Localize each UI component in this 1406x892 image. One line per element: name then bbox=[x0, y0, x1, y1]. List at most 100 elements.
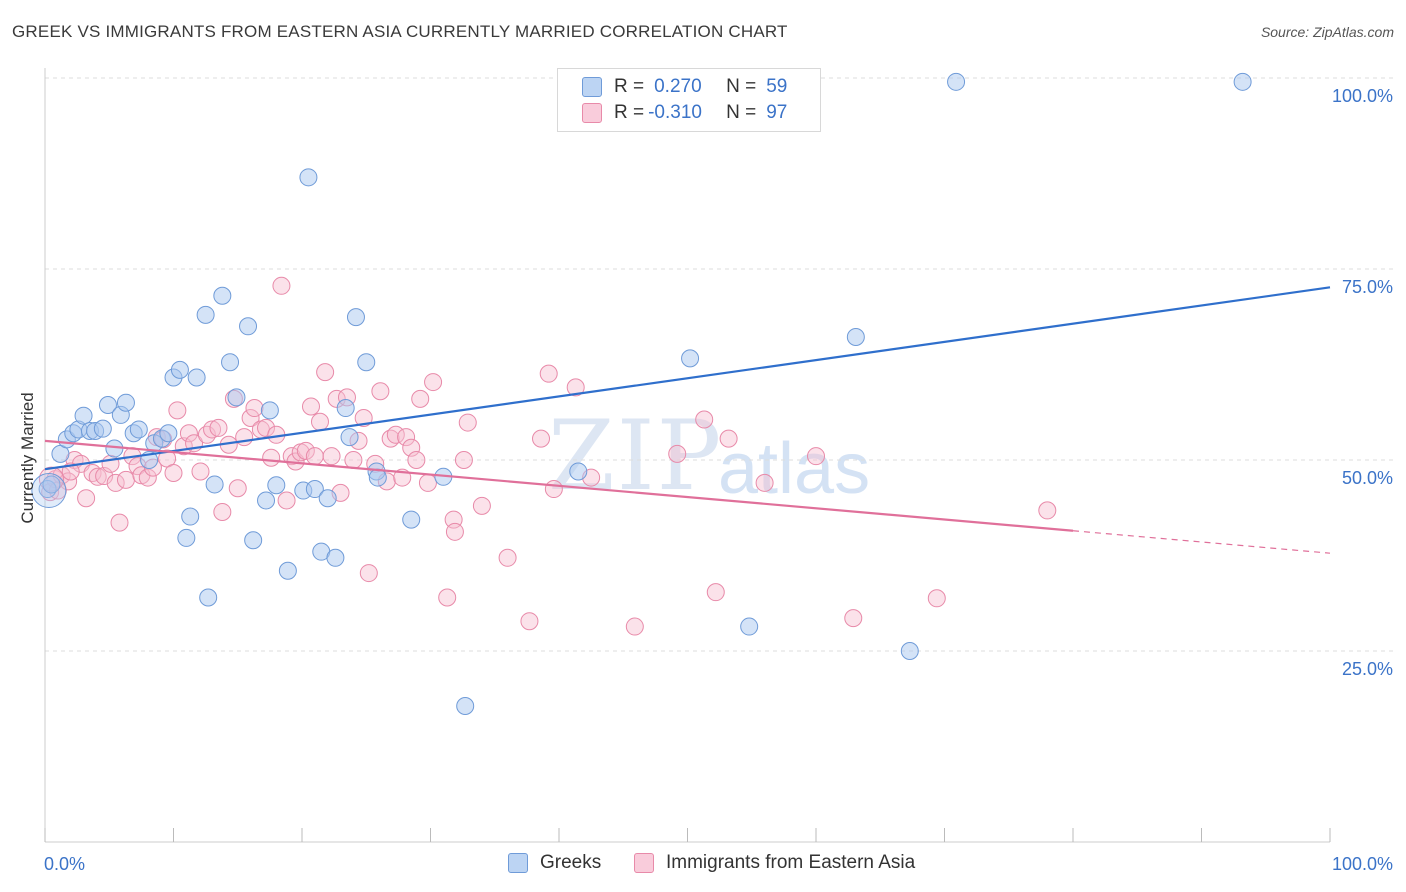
point-immigrants-89 bbox=[844, 609, 863, 628]
bottom-legend-greeks: Greeks bbox=[508, 852, 601, 874]
chart-title: GREEK VS IMMIGRANTS FROM EASTERN ASIA CU… bbox=[12, 22, 788, 41]
point-greeks-53 bbox=[740, 617, 759, 636]
point-immigrants-52 bbox=[322, 447, 341, 466]
point-immigrants-94 bbox=[807, 447, 825, 466]
legend-r-label: R = bbox=[614, 76, 645, 97]
point-greeks-9 bbox=[93, 419, 112, 438]
point-greeks-56 bbox=[456, 697, 475, 716]
point-immigrants-34 bbox=[228, 479, 247, 498]
y-axis-label: Currently Married bbox=[18, 392, 37, 523]
point-immigrants-17 bbox=[138, 468, 157, 487]
y-tick-label-2: 75.0% bbox=[1342, 277, 1393, 297]
point-greeks-48 bbox=[368, 468, 387, 487]
point-immigrants-77 bbox=[472, 496, 491, 515]
point-greeks-33 bbox=[257, 491, 276, 510]
point-immigrants-28 bbox=[197, 425, 216, 444]
point-greeks-52 bbox=[681, 349, 700, 368]
point-immigrants-56 bbox=[344, 451, 363, 469]
legend-n-value: 97 bbox=[766, 102, 788, 123]
point-immigrants-8 bbox=[88, 467, 107, 486]
point-greeks-29 bbox=[221, 353, 240, 372]
point-immigrants-27 bbox=[191, 462, 210, 481]
point-immigrants-50 bbox=[310, 412, 329, 431]
point-greeks-cluster bbox=[31, 473, 67, 509]
legend-n-label: N = bbox=[726, 102, 757, 123]
point-immigrants-74 bbox=[445, 522, 464, 541]
point-immigrants-13 bbox=[116, 470, 135, 489]
legend-r-label: R = bbox=[614, 102, 645, 123]
bottom-legend-immigrants: Immigrants from Eastern Asia bbox=[634, 852, 915, 874]
point-immigrants-72 bbox=[438, 588, 457, 607]
point-immigrants-40 bbox=[262, 448, 281, 467]
point-greeks-25 bbox=[196, 305, 215, 324]
point-greeks-39 bbox=[305, 480, 324, 499]
point-immigrants-92 bbox=[719, 429, 738, 448]
point-greeks-41 bbox=[318, 489, 337, 508]
series-greeks-points bbox=[31, 72, 1252, 716]
point-immigrants-85 bbox=[625, 617, 644, 636]
x-tick-label-0: 0.0% bbox=[44, 854, 85, 874]
point-immigrants-75 bbox=[454, 451, 473, 469]
point-greeks-19 bbox=[159, 424, 178, 443]
point-greeks-28 bbox=[213, 286, 232, 305]
point-immigrants-79 bbox=[520, 612, 539, 631]
point-immigrants-36 bbox=[241, 408, 260, 427]
point-immigrants-22 bbox=[164, 463, 183, 482]
point-immigrants-88 bbox=[706, 583, 725, 602]
legend-swatch-blue bbox=[582, 77, 602, 97]
point-immigrants-87 bbox=[695, 410, 714, 429]
point-immigrants-68 bbox=[407, 451, 426, 469]
point-greeks-30 bbox=[227, 388, 246, 407]
legend-swatch-pink bbox=[582, 103, 602, 123]
x-tick-label-1: 100.0% bbox=[1332, 854, 1393, 874]
bottom-legend: Greeks Immigrants from Eastern Asia bbox=[0, 852, 1406, 878]
point-immigrants-35 bbox=[235, 428, 254, 447]
point-immigrants-51 bbox=[316, 363, 335, 382]
point-greeks-27 bbox=[205, 475, 224, 494]
point-greeks-45 bbox=[346, 308, 365, 327]
point-greeks-46 bbox=[357, 353, 376, 372]
point-immigrants-39 bbox=[257, 418, 276, 437]
point-greeks-26 bbox=[199, 588, 218, 607]
point-greeks-23 bbox=[177, 528, 196, 547]
point-immigrants-47 bbox=[296, 441, 315, 460]
point-greeks-10 bbox=[98, 395, 117, 414]
point-greeks-55 bbox=[900, 642, 919, 660]
point-immigrants-49 bbox=[305, 447, 324, 466]
point-immigrants-86 bbox=[668, 444, 687, 463]
point-immigrants-91 bbox=[1038, 501, 1057, 520]
legend-r-value: 0.270 bbox=[654, 76, 702, 97]
point-immigrants-58 bbox=[354, 408, 373, 427]
point-immigrants-10 bbox=[101, 454, 120, 473]
point-immigrants-30 bbox=[209, 418, 228, 437]
point-immigrants-6 bbox=[77, 489, 96, 508]
point-immigrants-31 bbox=[213, 502, 232, 521]
legend-r-value: -0.310 bbox=[648, 102, 702, 123]
point-greeks-31 bbox=[239, 317, 258, 336]
point-greeks-35 bbox=[267, 476, 286, 495]
point-greeks-22 bbox=[181, 507, 200, 526]
point-immigrants-29 bbox=[203, 420, 222, 439]
point-greeks-32 bbox=[244, 531, 263, 550]
point-greeks-34 bbox=[260, 401, 279, 420]
point-immigrants-48 bbox=[301, 397, 320, 416]
y-tick-label-0: 25.0% bbox=[1342, 659, 1393, 679]
point-immigrants-80 bbox=[532, 429, 551, 448]
point-immigrants-90 bbox=[927, 589, 946, 608]
point-greeks-44 bbox=[340, 428, 359, 447]
point-immigrants-69 bbox=[411, 389, 430, 408]
point-immigrants-70 bbox=[418, 473, 437, 492]
point-immigrants-81 bbox=[539, 364, 558, 383]
legend-row-greeks: R = 0.270 N = 59 bbox=[582, 75, 787, 99]
point-immigrants-82 bbox=[544, 480, 563, 499]
point-greeks-54 bbox=[846, 327, 865, 346]
point-immigrants-66 bbox=[397, 428, 416, 447]
trend-line-immigrants bbox=[44, 439, 1074, 532]
point-greeks-6 bbox=[74, 406, 93, 425]
point-immigrants-59 bbox=[359, 564, 378, 583]
trend-lines bbox=[44, 286, 1331, 554]
legend-n-value: 59 bbox=[766, 76, 788, 97]
point-immigrants-42 bbox=[272, 276, 291, 295]
gridlines bbox=[45, 77, 1395, 652]
point-immigrants-78 bbox=[498, 548, 517, 567]
